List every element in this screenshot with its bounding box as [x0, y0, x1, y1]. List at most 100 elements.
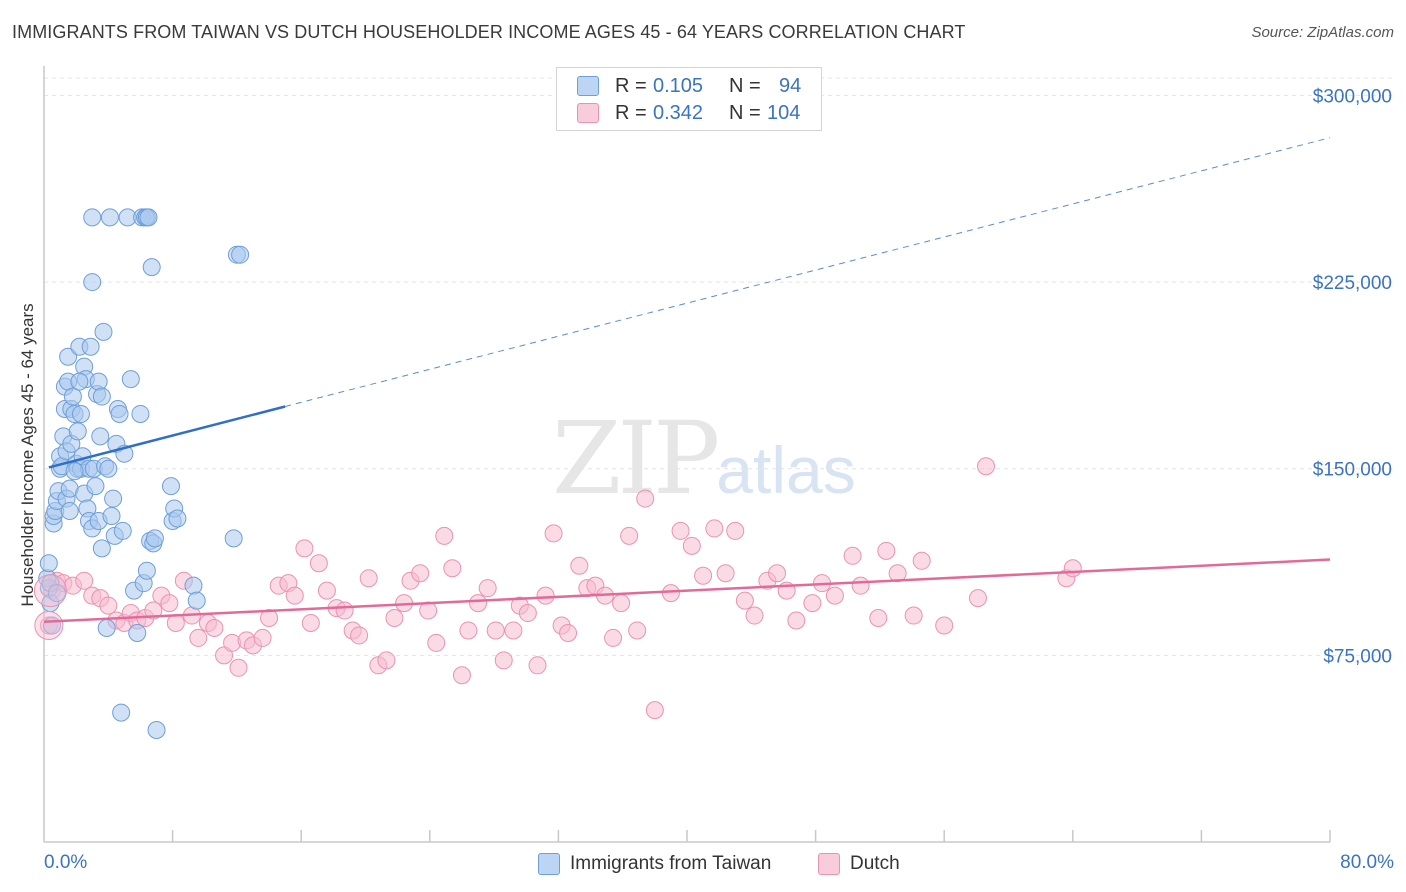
- dutch-point: [427, 633, 446, 652]
- dutch-point: [359, 569, 378, 588]
- dutch-point: [229, 658, 248, 677]
- taiwan-point: [131, 404, 150, 423]
- dutch-point: [350, 626, 369, 645]
- taiwan-point: [92, 387, 111, 406]
- dutch-point: [99, 596, 118, 615]
- x-tick-min: 0.0%: [44, 852, 88, 873]
- taiwan-point: [139, 208, 158, 227]
- correlation-legend: R = 0.105 N = 94 R = 0.342 N = 104: [556, 67, 822, 131]
- taiwan-point: [187, 591, 206, 610]
- taiwan-point: [145, 529, 164, 548]
- dutch-point: [612, 594, 631, 613]
- dutch-point: [877, 541, 896, 560]
- taiwan-point: [137, 561, 156, 580]
- dutch-point: [628, 621, 647, 640]
- taiwan-point: [161, 477, 180, 496]
- taiwan-point: [142, 258, 161, 277]
- taiwan-point: [184, 576, 203, 595]
- taiwan-point: [70, 372, 89, 391]
- dutch-point: [160, 594, 179, 613]
- taiwan-point: [102, 506, 121, 525]
- dutch-point: [661, 584, 680, 603]
- taiwan-point: [168, 509, 187, 528]
- dutch-point: [309, 554, 328, 573]
- dutch-point: [478, 579, 497, 598]
- dutch-point: [843, 546, 862, 565]
- legend-row-dutch: R = 0.342 N = 104: [577, 101, 800, 125]
- dutch-point: [851, 576, 870, 595]
- watermark-zip: ZIP: [552, 400, 720, 517]
- dutch-point: [335, 601, 354, 620]
- taiwan-legend-label: Immigrants from Taiwan: [570, 853, 772, 874]
- taiwan-n-value: 94: [779, 74, 802, 97]
- r-label: R =: [615, 74, 647, 97]
- dutch-point: [726, 521, 745, 540]
- taiwan-point: [231, 245, 250, 264]
- dutch-point: [443, 559, 462, 578]
- dutch-point: [459, 621, 478, 640]
- dutch-point: [604, 628, 623, 647]
- dutch-point: [935, 616, 954, 635]
- taiwan-point: [92, 539, 111, 558]
- y-tick-label: $150,000: [1313, 460, 1392, 481]
- dutch-point: [976, 457, 995, 476]
- taiwan-point: [110, 404, 129, 423]
- taiwan-point: [63, 387, 82, 406]
- dutch-point: [904, 606, 923, 625]
- taiwan-point: [113, 521, 132, 540]
- dutch-point: [486, 621, 505, 640]
- dutch-point: [888, 564, 907, 583]
- dutch-point: [803, 594, 822, 613]
- dutch-point: [494, 651, 513, 670]
- dutch-point: [716, 564, 735, 583]
- dutch-point: [705, 519, 724, 538]
- taiwan-point: [91, 427, 110, 446]
- taiwan-trend-line: [48, 405, 286, 469]
- dutch-point: [825, 586, 844, 605]
- dutch-point: [694, 566, 713, 585]
- dutch-point: [301, 614, 320, 633]
- dutch-point: [189, 628, 208, 647]
- legend-item-taiwan[interactable]: Immigrants from Taiwan: [538, 852, 771, 876]
- dutch-point: [570, 556, 589, 575]
- n-label: N =: [729, 74, 761, 97]
- taiwan-point: [65, 462, 84, 481]
- dutch-point: [536, 586, 555, 605]
- n-label: N =: [729, 101, 761, 124]
- taiwan-point: [81, 337, 100, 356]
- dutch-r-value: 0.342: [653, 101, 704, 124]
- dutch-point: [317, 581, 336, 600]
- legend-item-dutch[interactable]: Dutch: [818, 852, 900, 876]
- taiwan-point: [128, 623, 147, 642]
- dutch-point: [253, 628, 272, 647]
- y-tick-label: $225,000: [1313, 273, 1392, 294]
- dutch-point: [745, 606, 764, 625]
- taiwan-point: [97, 618, 116, 637]
- dutch-point: [869, 609, 888, 628]
- taiwan-point: [224, 529, 243, 548]
- dutch-cluster-point: [34, 610, 64, 640]
- y-tick-label: $75,000: [1323, 646, 1392, 667]
- legend-row-taiwan: R = 0.105 N = 94: [577, 74, 801, 98]
- dutch-cluster-point: [33, 574, 67, 608]
- taiwan-point: [47, 584, 66, 603]
- taiwan-point: [83, 273, 102, 292]
- dutch-point: [636, 489, 655, 508]
- dutch-point: [682, 536, 701, 555]
- watermark-atlas: atlas: [716, 433, 856, 507]
- taiwan-point: [68, 422, 87, 441]
- dutch-point: [377, 651, 396, 670]
- taiwan-point: [83, 208, 102, 227]
- taiwan-point: [86, 477, 105, 496]
- taiwan-legend-swatch: [538, 853, 560, 875]
- taiwan-point: [89, 372, 108, 391]
- taiwan-point: [94, 322, 113, 341]
- dutch-point: [144, 601, 163, 620]
- taiwan-point: [100, 208, 119, 227]
- dutch-legend-swatch: [818, 853, 840, 875]
- dutch-point: [411, 564, 430, 583]
- taiwan-point: [99, 459, 118, 478]
- taiwan-point: [147, 721, 166, 740]
- y-tick-label: $300,000: [1313, 86, 1392, 107]
- dutch-point: [75, 571, 94, 590]
